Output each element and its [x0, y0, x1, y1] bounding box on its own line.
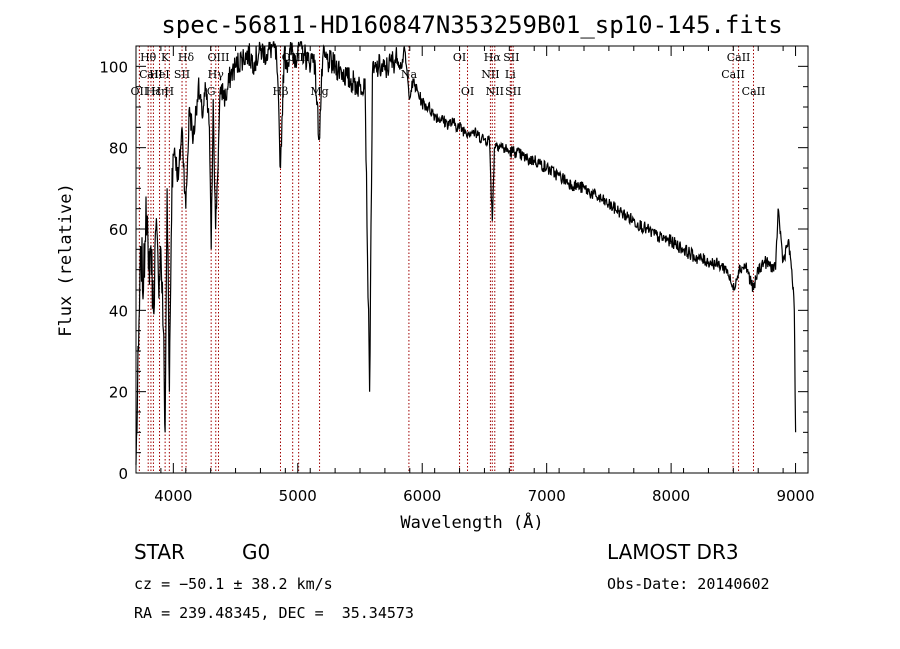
line-label: Hγ	[208, 68, 225, 81]
x-tick-label: 7000	[528, 487, 566, 505]
x-tick-label: 5000	[279, 487, 317, 505]
object-type: STAR	[134, 540, 185, 564]
spectral-subclass: G0	[242, 540, 271, 564]
flux-series-line	[135, 41, 797, 465]
line-label: Hθ	[140, 51, 157, 64]
y-tick-label: 20	[109, 384, 128, 402]
line-label: Na	[401, 68, 418, 81]
line-label: G	[207, 85, 216, 98]
line-label: SII	[503, 51, 519, 64]
y-tick-label: 60	[109, 221, 128, 239]
line-label: CaII	[721, 68, 745, 81]
observation-date: Obs-Date: 20140602	[607, 575, 770, 593]
y-tick-label: 0	[118, 465, 128, 483]
y-axis-ticks: 0 20 40 60 80 100	[99, 58, 808, 483]
x-tick-label: 6000	[403, 487, 441, 505]
x-tick-label: 4000	[154, 487, 192, 505]
line-label: Hδ	[178, 51, 195, 64]
line-label: HeI	[149, 68, 169, 81]
ra-dec-coordinates: RA = 239.48345, DEC = 35.34573	[134, 604, 414, 622]
line-label: Hε	[146, 85, 162, 98]
redshift-cz: cz = −50.1 ± 38.2 km/s	[134, 575, 333, 593]
line-label: K	[161, 51, 170, 64]
line-label: OI	[461, 85, 474, 98]
line-label: SII	[505, 85, 521, 98]
line-label: CaII	[727, 51, 751, 64]
plot-frame	[135, 45, 809, 474]
y-tick-label: 80	[109, 140, 128, 158]
line-label: CaII	[139, 68, 163, 81]
line-label: OI	[453, 51, 466, 64]
line-label: Hα	[484, 51, 502, 64]
line-label: SII	[174, 68, 190, 81]
x-axis-label: Wavelength (Å)	[400, 511, 543, 533]
line-label: NII	[486, 85, 504, 98]
line-label: Li	[505, 68, 516, 81]
line-label: OIII	[207, 51, 229, 64]
x-tick-label: 8000	[652, 487, 690, 505]
line-label: Mg	[310, 85, 328, 98]
line-label: NII	[481, 68, 499, 81]
x-tick-label: 9000	[776, 487, 814, 505]
survey-name: LAMOST DR3	[607, 540, 739, 564]
line-label: H	[165, 85, 175, 98]
line-label: Hβ	[273, 85, 289, 98]
line-label: OII	[131, 85, 149, 98]
chart-title: spec-56811-HD160847N353259B01_sp10-145.f…	[161, 11, 782, 39]
y-tick-label: 40	[109, 302, 128, 320]
line-label: Hη	[151, 85, 167, 98]
line-label: CaII	[742, 85, 766, 98]
y-axis-label: Flux (relative)	[56, 183, 76, 337]
line-markers	[138, 46, 754, 473]
x-axis-ticks: 4000 5000 6000 7000 8000 9000	[135, 46, 815, 505]
y-tick-label: 100	[99, 58, 128, 76]
